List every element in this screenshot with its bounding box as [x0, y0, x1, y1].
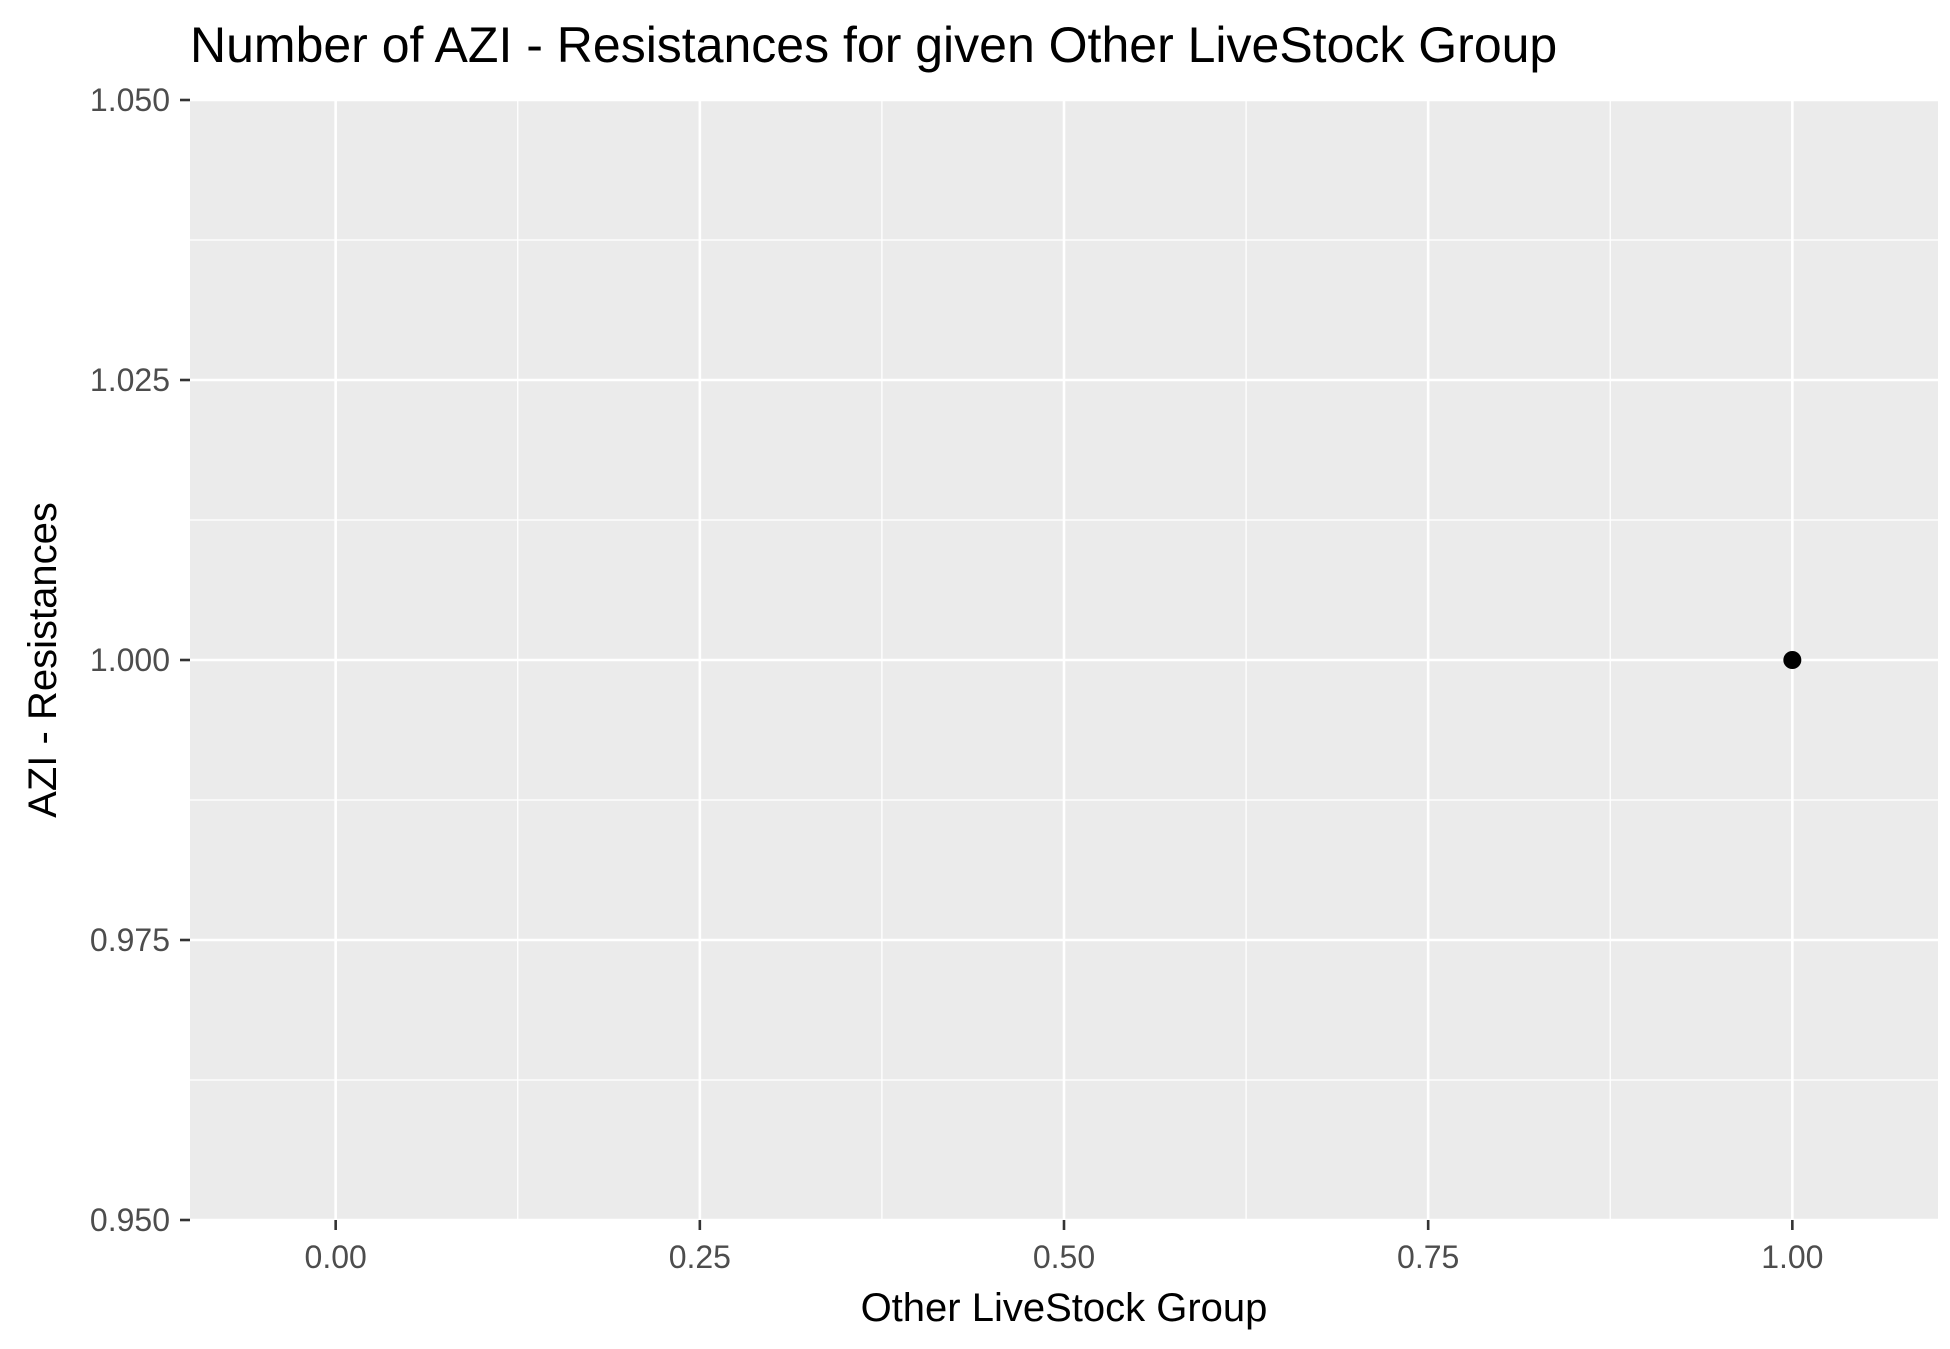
- x-tick-label: 0.25: [669, 1239, 731, 1275]
- x-axis: 0.00 0.25 0.50 0.75 1.00: [305, 1220, 1823, 1275]
- y-tick-label: 0.950: [90, 1202, 170, 1238]
- y-axis-title: AZI - Resistances: [21, 502, 65, 818]
- x-tick-label: 0.00: [305, 1239, 367, 1275]
- x-tick-label: 0.50: [1033, 1239, 1095, 1275]
- y-tick-label: 0.975: [90, 922, 170, 958]
- y-tick-label: 1.025: [90, 362, 170, 398]
- x-tick-label: 0.75: [1397, 1239, 1459, 1275]
- x-axis-title: Other LiveStock Group: [861, 1286, 1268, 1330]
- chart-title: Number of AZI - Resistances for given Ot…: [190, 17, 1557, 73]
- data-points: [1783, 651, 1802, 669]
- y-tick-label: 1.000: [90, 642, 170, 678]
- x-tick-label: 1.00: [1761, 1239, 1823, 1275]
- data-point: [1783, 651, 1802, 669]
- y-axis: 0.950 0.975 1.000 1.025 1.050: [90, 82, 190, 1238]
- y-tick-label: 1.050: [90, 82, 170, 118]
